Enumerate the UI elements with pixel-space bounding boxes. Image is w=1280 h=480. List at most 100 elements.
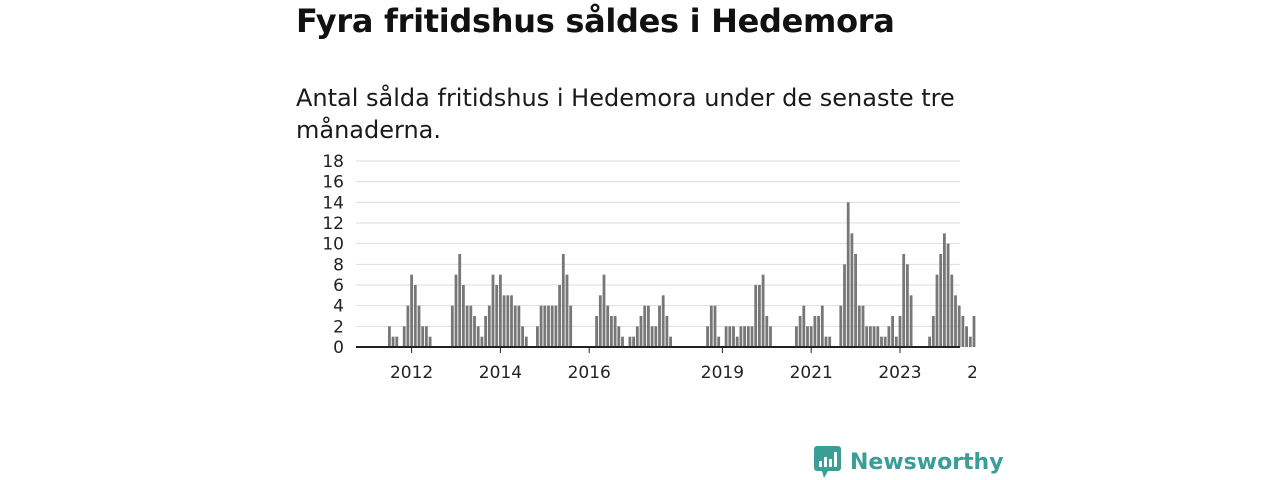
bar: [458, 254, 462, 347]
bar: [935, 274, 939, 347]
bar: [395, 336, 399, 347]
bar: [957, 305, 961, 347]
bar: [950, 274, 954, 347]
bar: [536, 326, 539, 347]
bar: [717, 336, 721, 347]
bar: [417, 305, 421, 347]
bar: [476, 326, 480, 347]
bar: [857, 305, 861, 347]
y-tick-label: 14: [322, 193, 344, 213]
bar: [558, 285, 561, 347]
bar: [550, 305, 554, 347]
bar: [421, 326, 425, 347]
bar: [732, 326, 735, 347]
gridlines: [356, 160, 960, 327]
y-tick-label: 6: [333, 276, 344, 296]
bar: [521, 326, 524, 347]
bar: [943, 233, 946, 347]
bar: [506, 295, 510, 347]
bar: [569, 305, 573, 347]
x-tick-label: 2016: [568, 363, 611, 383]
x-tick-label: 2019: [701, 363, 744, 383]
bar: [902, 254, 906, 347]
chart-subtitle: Antal sålda fritidshus i Hedemora under …: [296, 84, 955, 144]
bar: [602, 274, 606, 347]
bar: [876, 326, 880, 347]
bar: [635, 326, 639, 347]
bar: [746, 326, 750, 347]
y-tick-label: 0: [333, 338, 344, 358]
bar: [598, 295, 602, 347]
bar: [665, 316, 669, 347]
bar: [484, 316, 487, 347]
bar: [661, 295, 665, 347]
brand-name: Newsworthy: [850, 449, 1004, 475]
bar: [795, 326, 798, 347]
bar: [961, 316, 965, 347]
bar: [617, 326, 621, 347]
bar: [820, 305, 824, 347]
bar: [709, 305, 713, 347]
x-tick-label: 2023: [878, 363, 921, 383]
bar: [869, 326, 872, 347]
bar: [861, 305, 865, 347]
bar: [946, 243, 950, 347]
bar: [898, 316, 902, 347]
bar: [824, 336, 828, 347]
bar: [754, 285, 758, 347]
bar: [883, 336, 887, 347]
bar: [750, 326, 754, 347]
bar: [643, 305, 647, 347]
bar: [613, 316, 617, 347]
bar: [647, 305, 650, 347]
bar: [706, 326, 709, 347]
bar: [480, 336, 484, 347]
bar: [809, 326, 813, 347]
bar: [502, 295, 506, 347]
bar: [872, 326, 876, 347]
x-tick-label: 2025: [967, 363, 976, 383]
bar: [728, 326, 732, 347]
bar: [839, 305, 843, 347]
bar: [610, 316, 613, 347]
bar: [539, 305, 543, 347]
bar: [388, 326, 391, 347]
bar: [595, 316, 598, 347]
bar: [454, 274, 458, 347]
bar: [639, 316, 643, 347]
bar: [724, 326, 728, 347]
bar: [931, 316, 935, 347]
bar: [765, 316, 769, 347]
bar: [798, 316, 802, 347]
bar: [843, 264, 846, 347]
bar: [850, 233, 854, 347]
bar: [658, 305, 661, 347]
bar: [669, 336, 672, 347]
y-tick-label: 12: [322, 214, 344, 234]
bar: [410, 274, 413, 347]
bar: [865, 326, 869, 347]
bar: [854, 254, 857, 347]
bar: [547, 305, 550, 347]
bar: [972, 316, 976, 347]
bar: [713, 305, 717, 347]
bar: [909, 295, 913, 347]
chart-title: Fyra fritidshus såldes i Hedemora: [296, 2, 895, 40]
bar: [628, 336, 632, 347]
x-tick-label: 2021: [790, 363, 833, 383]
bar: [406, 305, 410, 347]
bar: [465, 305, 469, 347]
bar: [813, 316, 817, 347]
bar: [621, 336, 624, 347]
bar: [561, 254, 565, 347]
bar: [650, 326, 654, 347]
bar: [769, 326, 772, 347]
bar: [743, 326, 746, 347]
bar: [402, 326, 406, 347]
bar: [906, 264, 909, 347]
bar: [735, 336, 739, 347]
bar: [473, 316, 476, 347]
bars: [388, 202, 976, 347]
